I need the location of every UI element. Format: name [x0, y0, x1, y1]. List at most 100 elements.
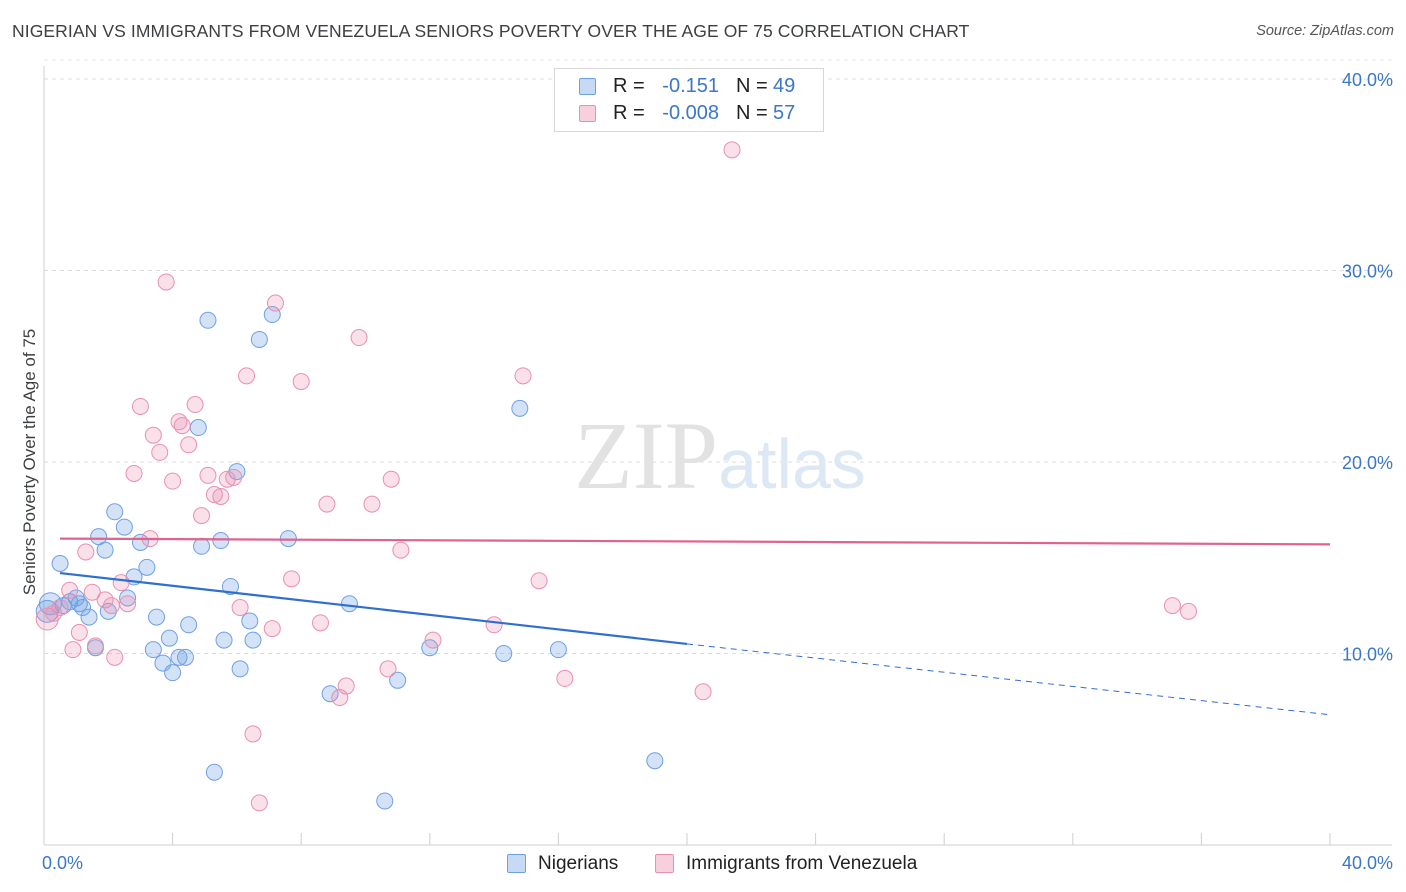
data-point: [646, 752, 664, 770]
data-point: [485, 616, 503, 634]
data-point: [244, 631, 262, 649]
data-point: [321, 685, 339, 703]
data-point: [221, 577, 239, 595]
data-point: [218, 470, 236, 488]
data-point: [125, 464, 143, 482]
data-point: [112, 574, 130, 592]
data-point: [157, 273, 175, 291]
y-axis-label: Seniors Poverty Over the Age of 75: [20, 329, 39, 595]
data-point: [74, 599, 92, 617]
data-point: [83, 583, 101, 601]
legend-r-label: R =: [613, 75, 645, 97]
data-point: [151, 443, 169, 461]
series-nigerians: [35, 306, 664, 810]
trend-line-venezuela: [60, 537, 1331, 546]
data-point: [106, 648, 124, 666]
data-point: [199, 311, 217, 329]
correlation-legend: R = -0.151 N = 49 R = -0.008 N = 57: [554, 68, 824, 132]
data-point: [376, 792, 394, 810]
data-point: [51, 554, 69, 572]
data-point: [205, 763, 223, 781]
data-point: [723, 141, 741, 159]
data-point: [1180, 602, 1198, 620]
series-venezuela: [35, 141, 1198, 812]
data-point: [180, 436, 198, 454]
data-point: [160, 629, 178, 647]
data-point: [199, 466, 217, 484]
data-point: [350, 329, 368, 347]
data-point: [193, 507, 211, 525]
data-point: [241, 612, 259, 630]
data-point: [115, 518, 133, 536]
y-tick-label: 10.0%: [1342, 645, 1393, 665]
data-point: [212, 532, 230, 550]
data-point: [96, 541, 114, 559]
x-tick-label: 40.0%: [1342, 853, 1393, 873]
data-point: [363, 495, 381, 513]
data-point: [250, 330, 268, 348]
data-point: [231, 660, 249, 678]
legend-label-nigerians: Nigerians: [538, 853, 619, 874]
data-point: [424, 631, 442, 649]
data-point: [283, 570, 301, 588]
data-point: [77, 543, 95, 561]
data-point: [138, 558, 156, 576]
data-point: [250, 794, 268, 812]
data-point: [64, 641, 82, 659]
legend-swatch-nigerians: [507, 854, 526, 873]
data-point: [337, 677, 355, 695]
data-point: [392, 541, 410, 559]
legend-r-label: R =: [613, 102, 645, 124]
data-point: [225, 468, 243, 486]
trend-line-nigerians-extrapolated: [686, 643, 1331, 716]
data-point: [51, 599, 69, 617]
legend-swatch-venezuela: [655, 854, 674, 873]
data-point: [530, 572, 548, 590]
data-point: [379, 660, 397, 678]
x-tick-label: 0.0%: [42, 853, 83, 873]
legend-label-venezuela: Immigrants from Venezuela: [686, 853, 918, 874]
data-point: [266, 294, 284, 312]
data-point: [70, 623, 88, 641]
y-tick-label: 20.0%: [1342, 453, 1393, 473]
data-point: [189, 419, 207, 437]
data-point: [86, 637, 104, 655]
data-point: [180, 616, 198, 634]
data-point: [511, 399, 529, 417]
data-point: [103, 597, 121, 615]
legend-row-nigerians: R = -0.151 N = 49: [555, 74, 823, 100]
data-point: [1163, 597, 1181, 615]
data-point: [318, 495, 336, 513]
legend-swatch-venezuela: [579, 105, 596, 122]
legend-r-value: -0.151: [662, 75, 719, 97]
data-point: [144, 426, 162, 444]
data-point: [215, 631, 233, 649]
legend-row-venezuela: R = -0.008 N = 57: [555, 101, 823, 127]
data-point: [106, 503, 124, 521]
source-label: Source: ZipAtlas.com: [1256, 23, 1394, 39]
data-point: [292, 373, 310, 391]
data-point: [186, 396, 204, 414]
legend-swatch-nigerians: [579, 78, 596, 95]
legend-n-label: N =: [736, 102, 768, 124]
data-point: [119, 595, 137, 613]
data-point: [238, 367, 256, 385]
data-point: [694, 683, 712, 701]
y-tick-label: 30.0%: [1342, 262, 1393, 282]
data-point: [514, 367, 532, 385]
data-point: [495, 645, 513, 662]
data-point: [263, 620, 281, 638]
data-point: [382, 470, 400, 488]
data-point: [389, 671, 407, 689]
data-point: [193, 537, 211, 555]
data-point: [170, 648, 188, 666]
series-legend: Nigerians Immigrants from Venezuela: [0, 852, 1406, 878]
data-point: [119, 589, 137, 607]
data-point: [61, 581, 79, 599]
trend-line-nigerians: [59, 571, 688, 646]
legend-n-label: N =: [736, 75, 768, 97]
data-point: [231, 599, 249, 617]
y-tick-label: 40.0%: [1342, 70, 1393, 90]
data-point: [212, 487, 230, 505]
